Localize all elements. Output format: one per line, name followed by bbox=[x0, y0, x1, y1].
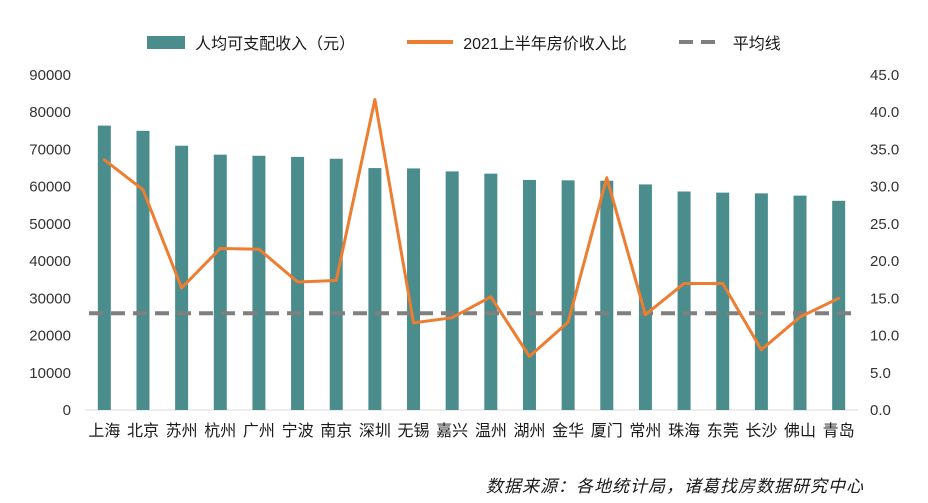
left-axis-tick: 80000 bbox=[29, 104, 71, 121]
x-axis-label: 南京 bbox=[320, 422, 352, 440]
right-axis-tick: 30.0 bbox=[870, 179, 899, 196]
x-axis-label: 青岛 bbox=[823, 422, 855, 440]
left-axis-tick: 60000 bbox=[29, 179, 71, 196]
bar-苏州 bbox=[175, 145, 189, 410]
left-axis-tick: 20000 bbox=[29, 328, 71, 345]
left-axis-tick: 70000 bbox=[29, 141, 71, 158]
x-axis-label: 常州 bbox=[629, 422, 661, 440]
bar-金华 bbox=[561, 180, 575, 410]
x-axis-label: 宁波 bbox=[282, 422, 314, 440]
right-axis-tick: 0.0 bbox=[870, 402, 891, 419]
bar-杭州 bbox=[213, 154, 227, 410]
x-axis-label: 苏州 bbox=[166, 422, 198, 440]
x-axis-label: 北京 bbox=[127, 422, 159, 440]
legend-item-ratio: 2021上半年房价收入比 bbox=[407, 30, 627, 54]
left-axis-tick: 90000 bbox=[29, 67, 71, 84]
x-axis-label: 佛山 bbox=[784, 422, 816, 440]
bar-湖州 bbox=[522, 179, 536, 410]
left-axis-tick: 50000 bbox=[29, 216, 71, 233]
x-axis-label: 湖州 bbox=[513, 422, 545, 440]
x-axis-label: 珠海 bbox=[668, 422, 700, 440]
right-axis-tick: 40.0 bbox=[870, 104, 899, 121]
right-axis-tick: 10.0 bbox=[870, 328, 899, 345]
price-income-ratio-line bbox=[102, 98, 841, 358]
x-axis-label: 长沙 bbox=[745, 422, 777, 440]
bar-珠海 bbox=[677, 191, 691, 410]
left-axis-tick: 10000 bbox=[29, 365, 71, 382]
x-axis-label: 无锡 bbox=[398, 422, 430, 440]
x-axis-label: 东莞 bbox=[707, 422, 739, 440]
bar-嘉兴 bbox=[445, 171, 459, 410]
bar-青岛 bbox=[832, 200, 846, 410]
x-axis-label: 深圳 bbox=[359, 422, 391, 440]
legend-label-ratio: 2021上半年房价收入比 bbox=[463, 36, 627, 53]
right-axis-tick: 25.0 bbox=[870, 216, 899, 233]
x-axis-label: 厦门 bbox=[591, 422, 623, 440]
left-axis-labels: 0 10000 20000 30000 40000 50000 60000 70000 8000… bbox=[29, 67, 71, 419]
right-axis-tick: 5.0 bbox=[870, 365, 891, 382]
bar-上海 bbox=[97, 125, 111, 410]
x-axis-label: 温州 bbox=[475, 422, 507, 440]
bar-北京 bbox=[136, 130, 150, 411]
right-axis-labels: 0.0 5.0 10.0 15.0 20.0 25.0 30.0 35.0 40.0 45.0 bbox=[870, 67, 899, 419]
bar-佛山 bbox=[793, 195, 807, 410]
bar-深圳 bbox=[368, 168, 382, 410]
bar-厦门 bbox=[600, 180, 614, 410]
chart-legend: 人均可支配收入（元） 2021上半年房价收入比 平均线 bbox=[0, 30, 928, 54]
bar-温州 bbox=[484, 173, 498, 410]
data-source-note: 数据来源：各地统计局，诸葛找房数据研究中心 bbox=[486, 477, 864, 496]
left-axis-tick: 40000 bbox=[29, 253, 71, 270]
bar-长沙 bbox=[754, 193, 768, 410]
x-axis-label: 广州 bbox=[243, 422, 275, 440]
x-axis-label: 杭州 bbox=[204, 422, 236, 440]
line-series-swatch-icon bbox=[407, 40, 454, 44]
bar-无锡 bbox=[407, 168, 421, 410]
right-axis-tick: 15.0 bbox=[870, 290, 899, 307]
left-axis-tick: 0 bbox=[63, 402, 71, 419]
x-axis-label: 金华 bbox=[552, 422, 584, 440]
dashed-line-swatch-icon bbox=[678, 40, 723, 44]
income-bars-group bbox=[97, 125, 846, 411]
bar-series-swatch-icon bbox=[147, 35, 186, 49]
legend-item-income: 人均可支配收入（元） bbox=[147, 30, 355, 54]
bar-广州 bbox=[252, 155, 266, 410]
right-axis-tick: 35.0 bbox=[870, 141, 899, 158]
legend-label-average: 平均线 bbox=[732, 36, 781, 53]
left-axis-tick: 30000 bbox=[29, 290, 71, 307]
legend-label-income: 人均可支配收入（元） bbox=[195, 36, 356, 53]
x-axis-label: 嘉兴 bbox=[436, 422, 468, 440]
bar-常州 bbox=[638, 184, 652, 410]
bar-南京 bbox=[329, 158, 343, 410]
right-axis-tick: 20.0 bbox=[870, 253, 899, 270]
x-axis-label: 上海 bbox=[88, 422, 120, 440]
x-axis-labels: 上海 北京 苏州 杭州 广州 宁波 南京 深圳 无锡 嘉兴 温州 湖州 金华 厦门 常州 珠海 东莞 长沙 佛山 青岛 bbox=[88, 422, 854, 440]
right-axis-tick: 45.0 bbox=[870, 67, 899, 84]
bar-东莞 bbox=[716, 192, 730, 410]
legend-item-average: 平均线 bbox=[678, 30, 781, 54]
